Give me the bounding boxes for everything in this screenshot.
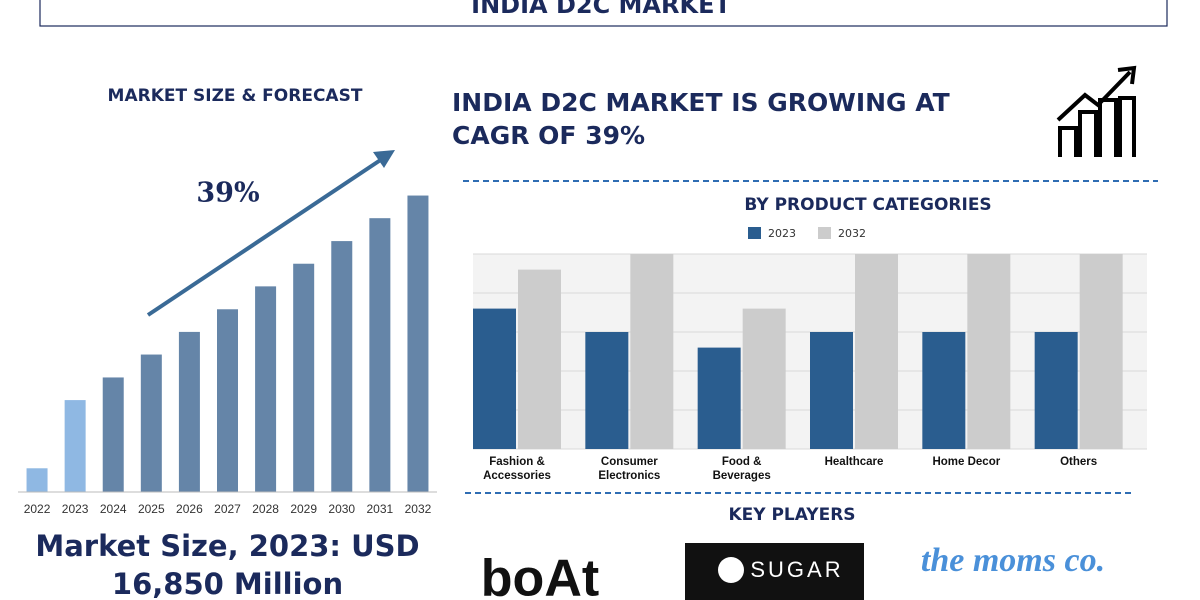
- bar: [293, 263, 315, 492]
- bar: [102, 377, 124, 492]
- bar: [369, 218, 391, 492]
- logo-moms-co: the moms co.: [921, 542, 1105, 579]
- logo-box: [685, 543, 864, 600]
- bar: [967, 254, 1011, 449]
- logo-icon: [718, 557, 744, 583]
- x-tick-label: 2027: [214, 502, 241, 516]
- x-tick-label: Food & Beverages: [712, 456, 771, 482]
- page-title: INDIA D2C MARKET: [471, 0, 731, 19]
- legend-label: 2032: [838, 227, 866, 240]
- growth-icon: [1056, 65, 1137, 157]
- bar: [1079, 254, 1123, 449]
- x-tick-label: 2022: [24, 502, 51, 516]
- x-tick-label: 2032: [405, 502, 432, 516]
- logo-sugar: SUGAR: [750, 557, 843, 582]
- chart-title: MARKET SIZE & FORECAST: [108, 86, 363, 106]
- x-tick-label: 2031: [367, 502, 394, 516]
- bar: [585, 332, 629, 449]
- x-tick-label: Healthcare: [824, 456, 884, 468]
- x-tick-label: Others: [1060, 456, 1098, 468]
- legend-swatch: [818, 227, 831, 239]
- bar: [178, 331, 200, 492]
- logo-boat: boAt: [481, 550, 599, 600]
- bar: [742, 308, 786, 449]
- bar: [518, 269, 561, 449]
- bar: [26, 468, 48, 492]
- headline: INDIA D2C MARKET IS GROWING AT CAGR OF 3…: [452, 88, 950, 150]
- annotation: 39%: [196, 178, 259, 209]
- arrow: [146, 150, 395, 317]
- market-size: Market Size, 2023: USD 16,850 Million: [35, 529, 420, 600]
- x-tick-label: Home Decor: [932, 456, 1001, 468]
- bar: [697, 347, 741, 449]
- bar: [331, 241, 353, 492]
- bar: [473, 308, 516, 449]
- x-tick-label: Consumer Electronics: [598, 456, 661, 482]
- x-tick-label: 2025: [138, 502, 165, 516]
- bar: [922, 332, 966, 449]
- x-tick-label: 2028: [252, 502, 279, 516]
- bar: [810, 332, 853, 449]
- legend-swatch: [748, 227, 761, 239]
- x-tick-label: 2030: [328, 502, 355, 516]
- bar: [407, 195, 429, 492]
- x-tick-label: 2024: [100, 502, 127, 516]
- bar: [217, 309, 238, 492]
- legend-label: 2023: [768, 227, 796, 240]
- bar: [1034, 332, 1078, 449]
- x-tick-label: 2023: [62, 502, 89, 516]
- title-box: [39, 0, 1168, 27]
- bar: [630, 254, 674, 449]
- x-tick-label: 2029: [290, 502, 317, 516]
- bar: [140, 354, 162, 492]
- chart-title: BY PRODUCT CATEGORIES: [744, 195, 991, 215]
- bar: [64, 400, 86, 492]
- bar: [855, 254, 898, 449]
- bar: [255, 286, 277, 492]
- section-title: KEY PLAYERS: [728, 505, 855, 525]
- x-tick-label: Fashion & Accessories: [483, 456, 551, 482]
- x-tick-label: 2026: [176, 502, 203, 516]
